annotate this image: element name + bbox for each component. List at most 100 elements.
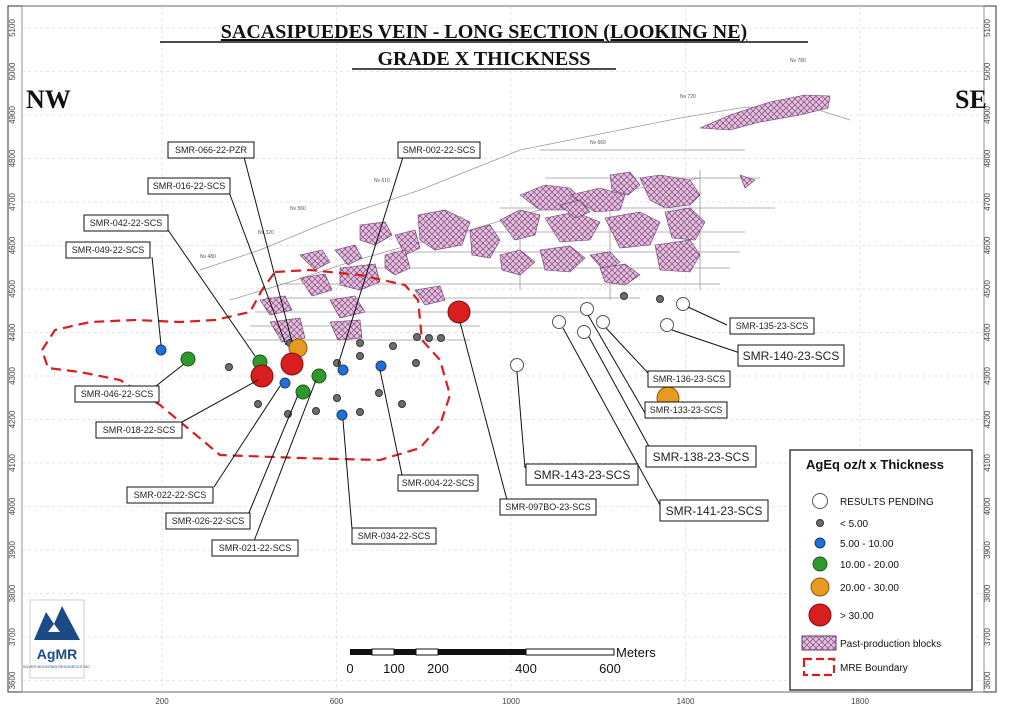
scale-label: 0	[346, 661, 353, 676]
hole-pending	[660, 318, 674, 332]
se-direction-label: SE	[955, 85, 987, 114]
callout-leaders	[151, 156, 741, 542]
svg-text:< 5.00: < 5.00	[840, 519, 869, 530]
y-tick-label: 5000	[8, 62, 17, 80]
x-axis: 200 600 1000 1400 1800	[155, 697, 869, 706]
callout-smr-004: SMR-004-22-SCS	[397, 474, 479, 492]
hole-lt5	[389, 342, 397, 350]
svg-text:SMR-097BO-23-SCS: SMR-097BO-23-SCS	[505, 502, 591, 512]
callouts: SMR-066-22-PZR SMR-016-22-SCS SMR-042-22…	[65, 141, 845, 557]
mountain-icon	[34, 606, 80, 640]
y-axis-left: 5100 5000 4900 4800 4700 4600 4500 4400 4300 4200…	[8, 19, 17, 690]
svg-text:SMR-002-22-SCS: SMR-002-22-SCS	[403, 145, 476, 155]
callout-smr-022: SMR-022-22-SCS	[126, 486, 214, 504]
legend-item-mre-boundary: MRE Boundary	[802, 657, 908, 677]
y-tick-label: 4600	[8, 236, 17, 254]
svg-text:5.00 - 10.00: 5.00 - 10.00	[840, 539, 894, 550]
legend-title: AgEq oz/t x Thickness	[806, 457, 944, 472]
hole-5-10	[155, 344, 167, 356]
x-tick-label: 600	[330, 697, 344, 706]
scale-label: 200	[427, 661, 449, 676]
y-tick-label: 4900	[983, 106, 992, 124]
callout-smr-066: SMR-066-22-PZR	[167, 141, 255, 159]
y-tick-label: 4400	[8, 323, 17, 341]
hole-5-10	[375, 360, 387, 372]
callout-smr-140: SMR-140-23-SCS	[737, 344, 845, 367]
level-label: Nv 560	[290, 206, 306, 212]
svg-text:Past-production blocks: Past-production blocks	[840, 639, 941, 650]
scale-label: 400	[515, 661, 537, 676]
hole-lt5	[333, 394, 341, 402]
nw-direction-label: NW	[26, 85, 71, 114]
hole-lt5	[425, 334, 433, 342]
scale-bar-unit: Meters	[616, 645, 656, 660]
callout-smr-135: SMR-135-23-SCS	[729, 317, 815, 335]
legend-item-5-10: 5.00 - 10.00	[814, 537, 894, 550]
hole-5-10	[337, 364, 349, 376]
hole-lt5	[254, 400, 262, 408]
level-label: Nv 660	[590, 140, 606, 146]
y-tick-label: 3600	[983, 671, 992, 689]
level-label: Nv 320	[258, 230, 274, 236]
y-tick-label: 3900	[983, 541, 992, 559]
y-tick-label: 4000	[983, 497, 992, 515]
y-tick-label: 3800	[983, 584, 992, 602]
hole-10-20	[311, 368, 327, 384]
hole-lt5	[312, 407, 320, 415]
hole-pending	[510, 358, 524, 372]
hole-pending	[577, 325, 591, 339]
svg-text:SMR-140-23-SCS: SMR-140-23-SCS	[743, 349, 840, 363]
hole-lt5	[412, 359, 420, 367]
svg-text:SMR-022-22-SCS: SMR-022-22-SCS	[134, 490, 207, 500]
hole-lt5	[356, 408, 364, 416]
level-label: Nv 720	[680, 94, 696, 100]
mre-boundary	[40, 268, 452, 462]
y-tick-label: 5100	[983, 19, 992, 37]
x-tick-label: 1800	[851, 697, 869, 706]
callout-smr-021: SMR-021-22-SCS	[211, 539, 299, 557]
svg-text:10.00 - 20.00: 10.00 - 20.00	[840, 560, 899, 571]
legend-item-gt30: > 30.00	[808, 603, 874, 627]
svg-text:MRE Boundary: MRE Boundary	[840, 663, 908, 674]
scale-bar: Meters 0 100 200 400 600	[346, 645, 656, 676]
hole-lt5	[356, 339, 364, 347]
callout-smr-143: SMR-143-23-SCS	[525, 463, 639, 486]
hole-gt30	[280, 352, 304, 376]
svg-text:SMR-143-23-SCS: SMR-143-23-SCS	[534, 468, 631, 482]
logo-subtext: SILVER MOUNTAIN RESOURCES INC.	[23, 665, 91, 669]
company-logo: AgMR SILVER MOUNTAIN RESOURCES INC.	[23, 599, 91, 679]
past-production-blocks	[259, 94, 831, 343]
x-tick-label: 200	[155, 697, 169, 706]
svg-text:SMR-042-22-SCS: SMR-042-22-SCS	[90, 218, 163, 228]
y-tick-label: 4100	[8, 454, 17, 472]
grid	[22, 6, 984, 692]
callout-smr-018: SMR-018-22-SCS	[95, 421, 183, 439]
hole-gt30	[447, 300, 471, 324]
svg-text:20.00 - 30.00: 20.00 - 30.00	[840, 583, 899, 594]
hole-5-10	[336, 409, 348, 421]
callout-smr-138: SMR-138-23-SCS	[645, 445, 757, 468]
svg-text:SMR-138-23-SCS: SMR-138-23-SCS	[653, 450, 750, 464]
callout-smr-034: SMR-034-22-SCS	[351, 527, 437, 545]
hole-5-10	[279, 377, 291, 389]
svg-text:SMR-026-22-SCS: SMR-026-22-SCS	[172, 516, 245, 526]
x-tick-label: 1000	[502, 697, 520, 706]
callout-smr-141: SMR-141-23-SCS	[659, 499, 769, 522]
hole-lt5	[656, 295, 664, 303]
y-tick-label: 4500	[983, 280, 992, 298]
y-axis-right: 5100 5000 4900 4800 4700 4600 4500 4400 4300 4200…	[983, 19, 992, 690]
svg-text:SMR-133-23-SCS: SMR-133-23-SCS	[650, 405, 723, 415]
y-tick-label: 3800	[8, 584, 17, 602]
legend-item-lt5: < 5.00	[816, 519, 869, 530]
callout-smr-002: SMR-002-22-SCS	[397, 141, 481, 159]
y-tick-label: 4900	[8, 106, 17, 124]
y-tick-label: 4100	[983, 454, 992, 472]
scale-label: 600	[599, 661, 621, 676]
callout-smr-049: SMR-049-22-SCS	[65, 241, 151, 259]
legend-item-20-30: 20.00 - 30.00	[810, 577, 899, 597]
y-tick-label: 4400	[983, 323, 992, 341]
hole-lt5	[620, 292, 628, 300]
y-tick-label: 4700	[983, 193, 992, 211]
logo-name: AgMR	[37, 646, 77, 662]
